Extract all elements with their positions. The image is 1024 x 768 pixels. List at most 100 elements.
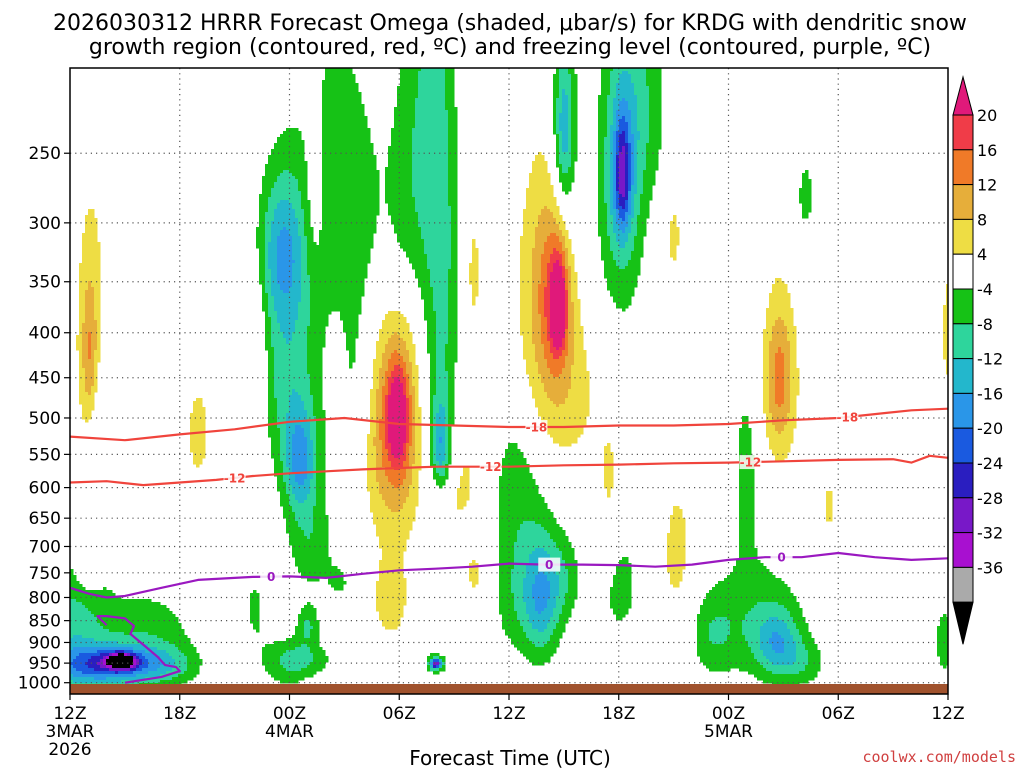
- omega-fill-cell: [139, 671, 143, 675]
- omega-fill-cell: [100, 680, 104, 684]
- omega-fill-cell: [556, 236, 560, 252]
- omega-fill-cell: [97, 242, 101, 363]
- omega-fill-cell: [607, 236, 611, 291]
- omega-fill-cell: [97, 656, 101, 663]
- omega-fill-cell: [298, 302, 302, 396]
- omega-fill-cell: [520, 236, 524, 336]
- omega-fill-cell: [112, 668, 116, 672]
- omega-fill-cell: [607, 68, 611, 96]
- omega-fill-cell: [709, 641, 713, 672]
- omega-fill-cell: [91, 386, 95, 411]
- colorbar-label: 12: [977, 176, 997, 195]
- omega-fill-cell: [169, 671, 173, 681]
- omega-fill-cell: [124, 671, 128, 675]
- omega-fill-cell: [769, 671, 773, 684]
- omega-fill-cell: [625, 143, 629, 201]
- omega-fill-cell: [412, 344, 416, 387]
- omega-fill-cell: [136, 632, 140, 645]
- omega-fill-cell: [517, 449, 521, 531]
- omega-fill-cell: [565, 152, 569, 174]
- omega-fill-cell: [670, 221, 674, 258]
- omega-fill-cell: [70, 638, 74, 651]
- omega-fill-cell: [409, 485, 413, 531]
- omega-fill-cell: [538, 572, 542, 615]
- omega-fill-cell: [799, 188, 803, 204]
- omega-fill-cell: [556, 134, 560, 168]
- omega-fill-cell: [277, 236, 281, 285]
- omega-fill-cell: [541, 209, 545, 255]
- omega-fill-cell: [298, 425, 302, 486]
- omega-fill-cell: [532, 644, 536, 666]
- omega-fill-cell: [610, 125, 614, 216]
- omega-fill-cell: [616, 131, 620, 156]
- omega-fill-cell: [634, 236, 638, 288]
- omega-fill-cell: [811, 638, 815, 681]
- omega-fill-cell: [772, 617, 776, 633]
- omega-fill-cell: [526, 614, 530, 639]
- omega-fill-cell: [610, 215, 614, 252]
- omega-fill-cell: [85, 290, 89, 393]
- omega-fill-cell: [763, 656, 767, 669]
- omega-fill-cell: [772, 326, 776, 426]
- omega-fill-cell: [172, 659, 176, 669]
- omega-fill-cell: [139, 659, 143, 666]
- omega-fill-cell: [547, 533, 551, 555]
- omega-fill-cell: [277, 176, 281, 204]
- x-tick-label: 18Z: [602, 704, 635, 724]
- omega-fill-cell: [385, 314, 389, 345]
- omega-fill-cell: [292, 650, 296, 672]
- omega-fill-cell: [712, 620, 716, 645]
- omega-fill-cell: [637, 215, 641, 276]
- omega-fill-cell: [112, 593, 116, 633]
- omega-fill-cell: [529, 623, 533, 642]
- omega-fill-cell: [112, 653, 116, 657]
- omega-fill-cell: [574, 560, 578, 600]
- omega-fill-cell: [340, 68, 344, 321]
- omega-fill-cell: [91, 647, 95, 654]
- omega-fill-cell: [625, 68, 629, 72]
- omega-fill-cell: [727, 635, 731, 672]
- omega-fill-cell: [541, 527, 545, 549]
- omega-fill-cell: [466, 467, 470, 501]
- omega-fill-cell: [544, 629, 548, 645]
- omega-fill-cell: [550, 512, 554, 540]
- omega-fill-cell: [100, 650, 104, 654]
- omega-fill-cell: [400, 485, 404, 510]
- omega-fill-cell: [772, 284, 776, 327]
- omega-fill-cell: [124, 677, 128, 681]
- omega-fill-cell: [628, 74, 632, 111]
- omega-fill-cell: [388, 461, 392, 483]
- omega-fill-cell: [130, 665, 134, 669]
- omega-fill-cell: [145, 668, 149, 675]
- omega-fill-cell: [637, 140, 641, 216]
- omega-fill-cell: [118, 668, 122, 672]
- omega-fill-cell: [547, 599, 551, 624]
- omega-fill-cell: [157, 638, 161, 651]
- omega-fill-cell: [406, 350, 410, 375]
- omega-fill-cell: [403, 461, 407, 480]
- omega-fill-cell: [103, 674, 107, 681]
- x-tick-label: 12Z: [931, 704, 964, 724]
- omega-fill-cell: [73, 659, 77, 669]
- omega-fill-cell: [778, 635, 782, 654]
- omega-fill-cell: [547, 581, 551, 600]
- omega-fill-cell: [613, 260, 617, 303]
- omega-fill-cell: [292, 176, 296, 210]
- omega-fill-cell: [127, 677, 131, 681]
- omega-fill-cell: [142, 599, 146, 633]
- omega-fill-cell: [454, 107, 458, 363]
- omega-fill-cell: [103, 668, 107, 672]
- omega-fill-cell: [280, 290, 284, 333]
- omega-fill-cell: [544, 161, 548, 207]
- omega-fill-cell: [292, 434, 296, 474]
- y-axis: 2503003504004505005506006507007508008509…: [18, 144, 70, 694]
- omega-fill-cell: [115, 632, 119, 642]
- omega-fill-cell: [565, 536, 569, 570]
- omega-fill-cell: [106, 668, 110, 672]
- omega-fill-cell: [649, 68, 653, 201]
- omega-fill-cell: [334, 566, 338, 591]
- omega-fill-cell: [73, 599, 77, 636]
- omega-fill-cell: [532, 584, 536, 600]
